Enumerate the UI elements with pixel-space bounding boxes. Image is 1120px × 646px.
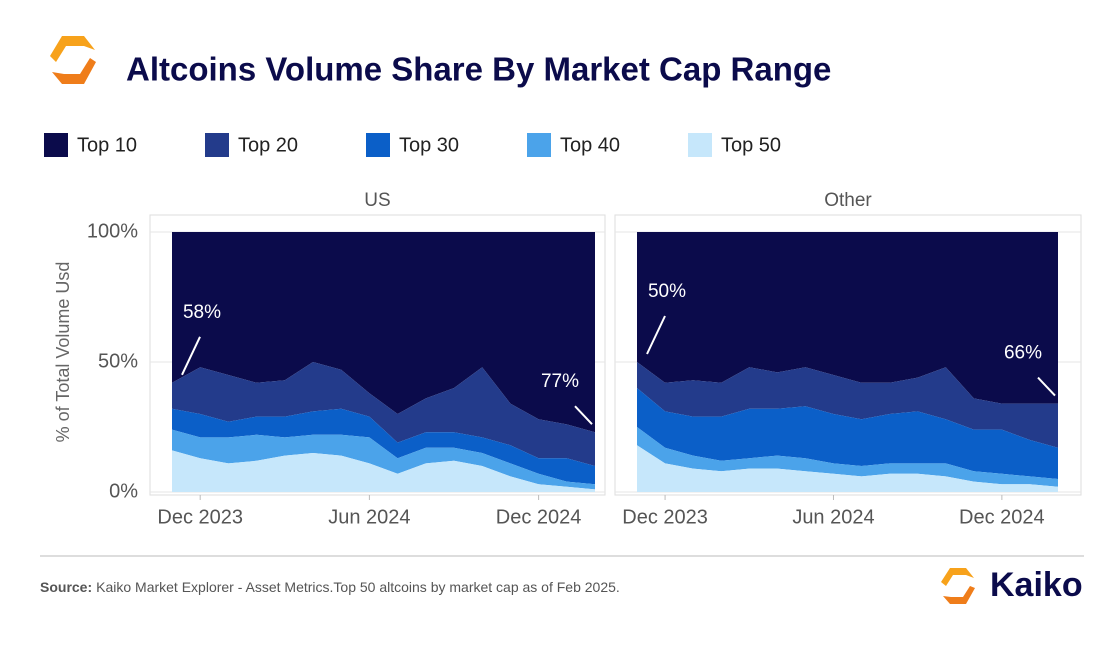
brand-logo bbox=[50, 36, 96, 84]
y-tick-label: 0% bbox=[109, 480, 138, 502]
legend-swatch bbox=[205, 133, 229, 157]
source-text: Kaiko Market Explorer - Asset Metrics.To… bbox=[96, 579, 620, 595]
area-band bbox=[172, 429, 595, 490]
area-band bbox=[637, 362, 1058, 448]
legend-swatch bbox=[688, 133, 712, 157]
legend-swatch bbox=[366, 133, 390, 157]
legend-label: Top 20 bbox=[238, 134, 298, 156]
annotation-line bbox=[1037, 376, 1056, 397]
area-band bbox=[172, 362, 595, 466]
legend-label: Top 10 bbox=[77, 134, 137, 156]
legend-label: Top 50 bbox=[721, 134, 781, 156]
x-tick-label: Dec 2024 bbox=[959, 506, 1045, 528]
y-axis-label: % of Total Volume Usd bbox=[53, 262, 73, 443]
x-tick-label: Dec 2024 bbox=[496, 506, 582, 528]
annotation: 50% bbox=[648, 281, 686, 302]
legend: Top 10 Top 20 Top 30 Top 40 Top 50 bbox=[44, 133, 781, 157]
panel-title: Other bbox=[824, 190, 872, 211]
legend-swatch bbox=[527, 133, 551, 157]
x-tick-label: Jun 2024 bbox=[328, 506, 410, 528]
x-tick-label: Jun 2024 bbox=[792, 506, 874, 528]
area-band bbox=[637, 388, 1058, 479]
x-tick-label: Dec 2023 bbox=[622, 506, 708, 528]
y-tick-label: 50% bbox=[98, 350, 138, 372]
annotation-line bbox=[574, 405, 593, 425]
x-tick-label: Dec 2023 bbox=[157, 506, 243, 528]
annotation: 77% bbox=[541, 371, 579, 392]
y-tick-label: 100% bbox=[87, 220, 138, 242]
annotation: 58% bbox=[183, 302, 221, 323]
source-label: Source: bbox=[40, 579, 92, 595]
area-band bbox=[172, 450, 595, 492]
footer-logo bbox=[941, 568, 975, 604]
page-title: Altcoins Volume Share By Market Cap Rang… bbox=[126, 51, 831, 88]
annotation-line bbox=[646, 315, 666, 355]
footer-logo-text: Kaiko bbox=[990, 566, 1083, 604]
legend-swatch bbox=[44, 133, 68, 157]
area-band bbox=[172, 232, 595, 433]
annotation-line bbox=[181, 336, 201, 376]
plots: % of Total Volume Usd US 0% 50% 100% Dec 2023… bbox=[53, 190, 1082, 528]
source: Source: Kaiko Market Explorer - Asset Met… bbox=[40, 579, 620, 595]
panel-title: US bbox=[364, 190, 390, 211]
legend-label: Top 40 bbox=[560, 134, 620, 156]
area-band bbox=[637, 427, 1058, 487]
area-band bbox=[637, 445, 1058, 492]
legend-label: Top 30 bbox=[399, 134, 459, 156]
annotation: 66% bbox=[1004, 343, 1042, 364]
area-band bbox=[172, 408, 595, 485]
area-band bbox=[637, 232, 1058, 404]
